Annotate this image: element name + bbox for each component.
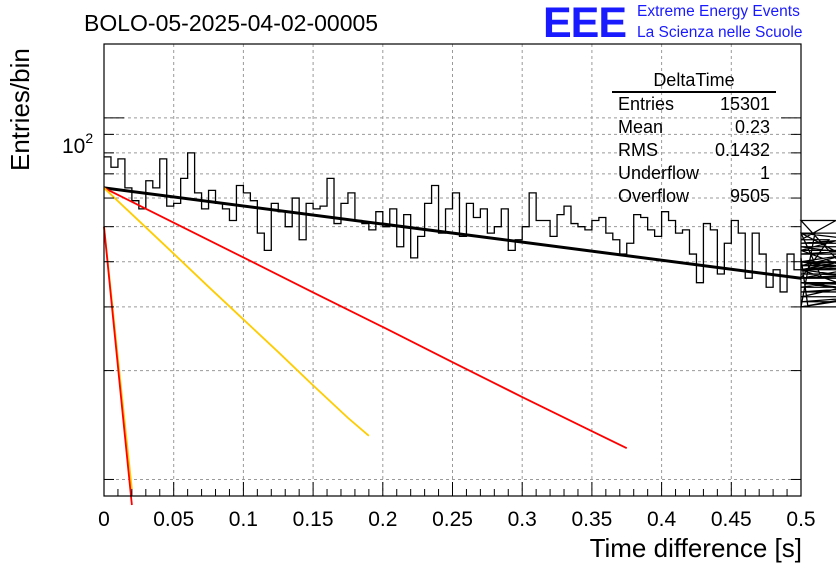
- stats-row: Mean 0.23: [612, 116, 776, 139]
- stats-label: Entries: [618, 94, 675, 114]
- stats-value: 15301: [719, 94, 770, 114]
- fit-curve: [103, 187, 370, 437]
- y-axis-label: Entries/bin: [5, 48, 35, 171]
- x-tick-label: 0.3: [508, 508, 537, 531]
- x-tick-label: 0.05: [153, 508, 194, 531]
- x-tick-label: 0.4: [647, 508, 677, 531]
- logo-line-2: La Scienza nelle Scuole: [637, 24, 803, 41]
- logo-line-1: Extreme Energy Events: [637, 3, 800, 20]
- y-tick-label: 102: [62, 130, 93, 158]
- x-axis-label: Time difference [s]: [589, 533, 802, 563]
- stats-row: RMS 0.1432: [612, 139, 776, 162]
- x-tick-label: 0.1: [229, 508, 258, 531]
- fit-curves: [103, 186, 802, 506]
- x-tick-label: 0.45: [711, 508, 752, 531]
- stats-value: 0.1432: [714, 140, 770, 160]
- x-tick-labels: 0 0.05 0.1 0.15 0.2 0.25 0.3 0.35 0.4 0.45 0.5: [98, 508, 815, 531]
- stats-row: Overflow 9505: [612, 185, 776, 208]
- stats-row: Underflow 1: [612, 162, 776, 185]
- x-tick-label: 0.35: [571, 508, 612, 531]
- y-tick-exponent: 2: [85, 130, 93, 146]
- x-tick-label: 0.2: [368, 508, 397, 531]
- histogram-steps: [104, 152, 836, 308]
- grid: [104, 44, 801, 496]
- stats-value: 1: [759, 163, 770, 183]
- stats-label: Underflow: [618, 163, 700, 183]
- stats-row: Entries 15301: [612, 93, 776, 116]
- plot-title: BOLO-05-2025-04-02-00005: [84, 10, 379, 36]
- fit-curve: [103, 226, 133, 506]
- fit-curve: [103, 187, 628, 450]
- x-tick-label: 0: [98, 508, 110, 531]
- stats-title: DeltaTime: [612, 70, 776, 93]
- x-tick-label: 0.15: [293, 508, 334, 531]
- histogram: [104, 152, 836, 308]
- x-tick-label: 0.5: [786, 508, 815, 531]
- stats-value: 0.23: [734, 117, 770, 137]
- stats-label: Mean: [618, 117, 664, 137]
- fit-curve: [103, 186, 802, 280]
- stats-label: Overflow: [618, 186, 690, 206]
- eee-logo: EEE: [543, 0, 627, 47]
- stats-box: DeltaTime Entries 15301 Mean 0.23 RMS 0.143…: [612, 70, 776, 208]
- axis-ticks: [103, 117, 802, 496]
- x-tick-label: 0.25: [432, 508, 473, 531]
- stats-label: RMS: [618, 140, 658, 160]
- stats-value: 9505: [729, 186, 770, 206]
